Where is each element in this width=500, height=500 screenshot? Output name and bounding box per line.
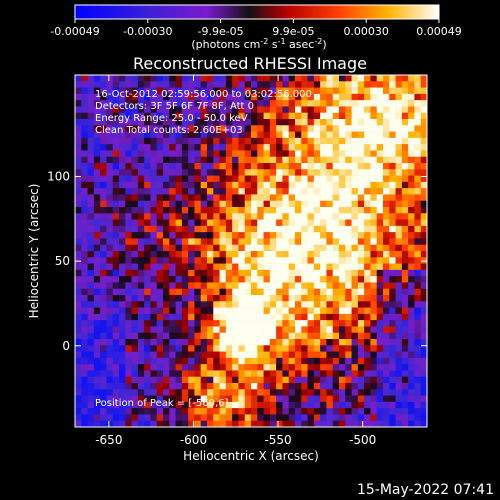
plot-annotations: 16-Oct-2012 02:59:56.000 to 03:02:56.000… — [95, 89, 312, 409]
plot-frame — [74, 74, 428, 428]
colorbar-gradient — [74, 4, 440, 20]
x-tick-label: -500 — [349, 433, 376, 447]
x-tick-label: -550 — [264, 433, 291, 447]
x-tick-label: -600 — [180, 433, 207, 447]
y-tick-label: 100 — [47, 170, 70, 184]
y-tick-label: 0 — [62, 339, 70, 353]
y-axis-label: Heliocentric Y (arcsec) — [27, 184, 41, 319]
colorbar-unit-label: (photons cm-2 s-1 asec-2) — [191, 37, 326, 51]
colorbar-tick-labels: -0.00049 -0.00030 -9.9e-05 9.9e-05 0.00030 0.… — [50, 25, 461, 38]
y-tick-label: 50 — [55, 254, 70, 268]
x-tick-label: -650 — [95, 433, 122, 447]
detectors-annotation: Detectors: 3F 5F 6F 7F 8F, Att 0 — [95, 101, 254, 112]
colorbar-tick-label: -9.9e-05 — [197, 25, 243, 38]
colorbar-tick-label: 0.00030 — [343, 25, 389, 38]
colorbar-tick-label: -0.00030 — [123, 25, 172, 38]
colorbar-tick-label: 0.00049 — [416, 25, 462, 38]
footer-timestamp: 15-May-2022 07:41 — [357, 482, 494, 498]
colorbar-tick-marks — [74, 19, 440, 23]
y-axis-ticks: 0 50 100 — [47, 170, 427, 353]
time-range-annotation: 16-Oct-2012 02:59:56.000 to 03:02:56.000 — [95, 89, 312, 100]
peak-position-annotation: Position of Peak = [-560,6] — [95, 398, 229, 409]
chart-title: Reconstructed RHESSI Image — [133, 54, 367, 73]
x-axis-ticks: -650 -600 -550 -500 — [95, 75, 376, 447]
colorbar-tick-label: 9.9e-05 — [272, 25, 314, 38]
colorbar-tick-label: -0.00049 — [50, 25, 99, 38]
clean-counts-annotation: Clean Total counts: 2.60E+03 — [95, 125, 243, 136]
x-axis-label: Heliocentric X (arcsec) — [183, 449, 319, 463]
energy-range-annotation: Energy Range: 25.0 - 50.0 keV — [95, 113, 248, 124]
colorbar: -0.00049 -0.00030 -9.9e-05 9.9e-05 0.00030 0.… — [50, 4, 462, 51]
heatmap-image — [75, 75, 428, 428]
